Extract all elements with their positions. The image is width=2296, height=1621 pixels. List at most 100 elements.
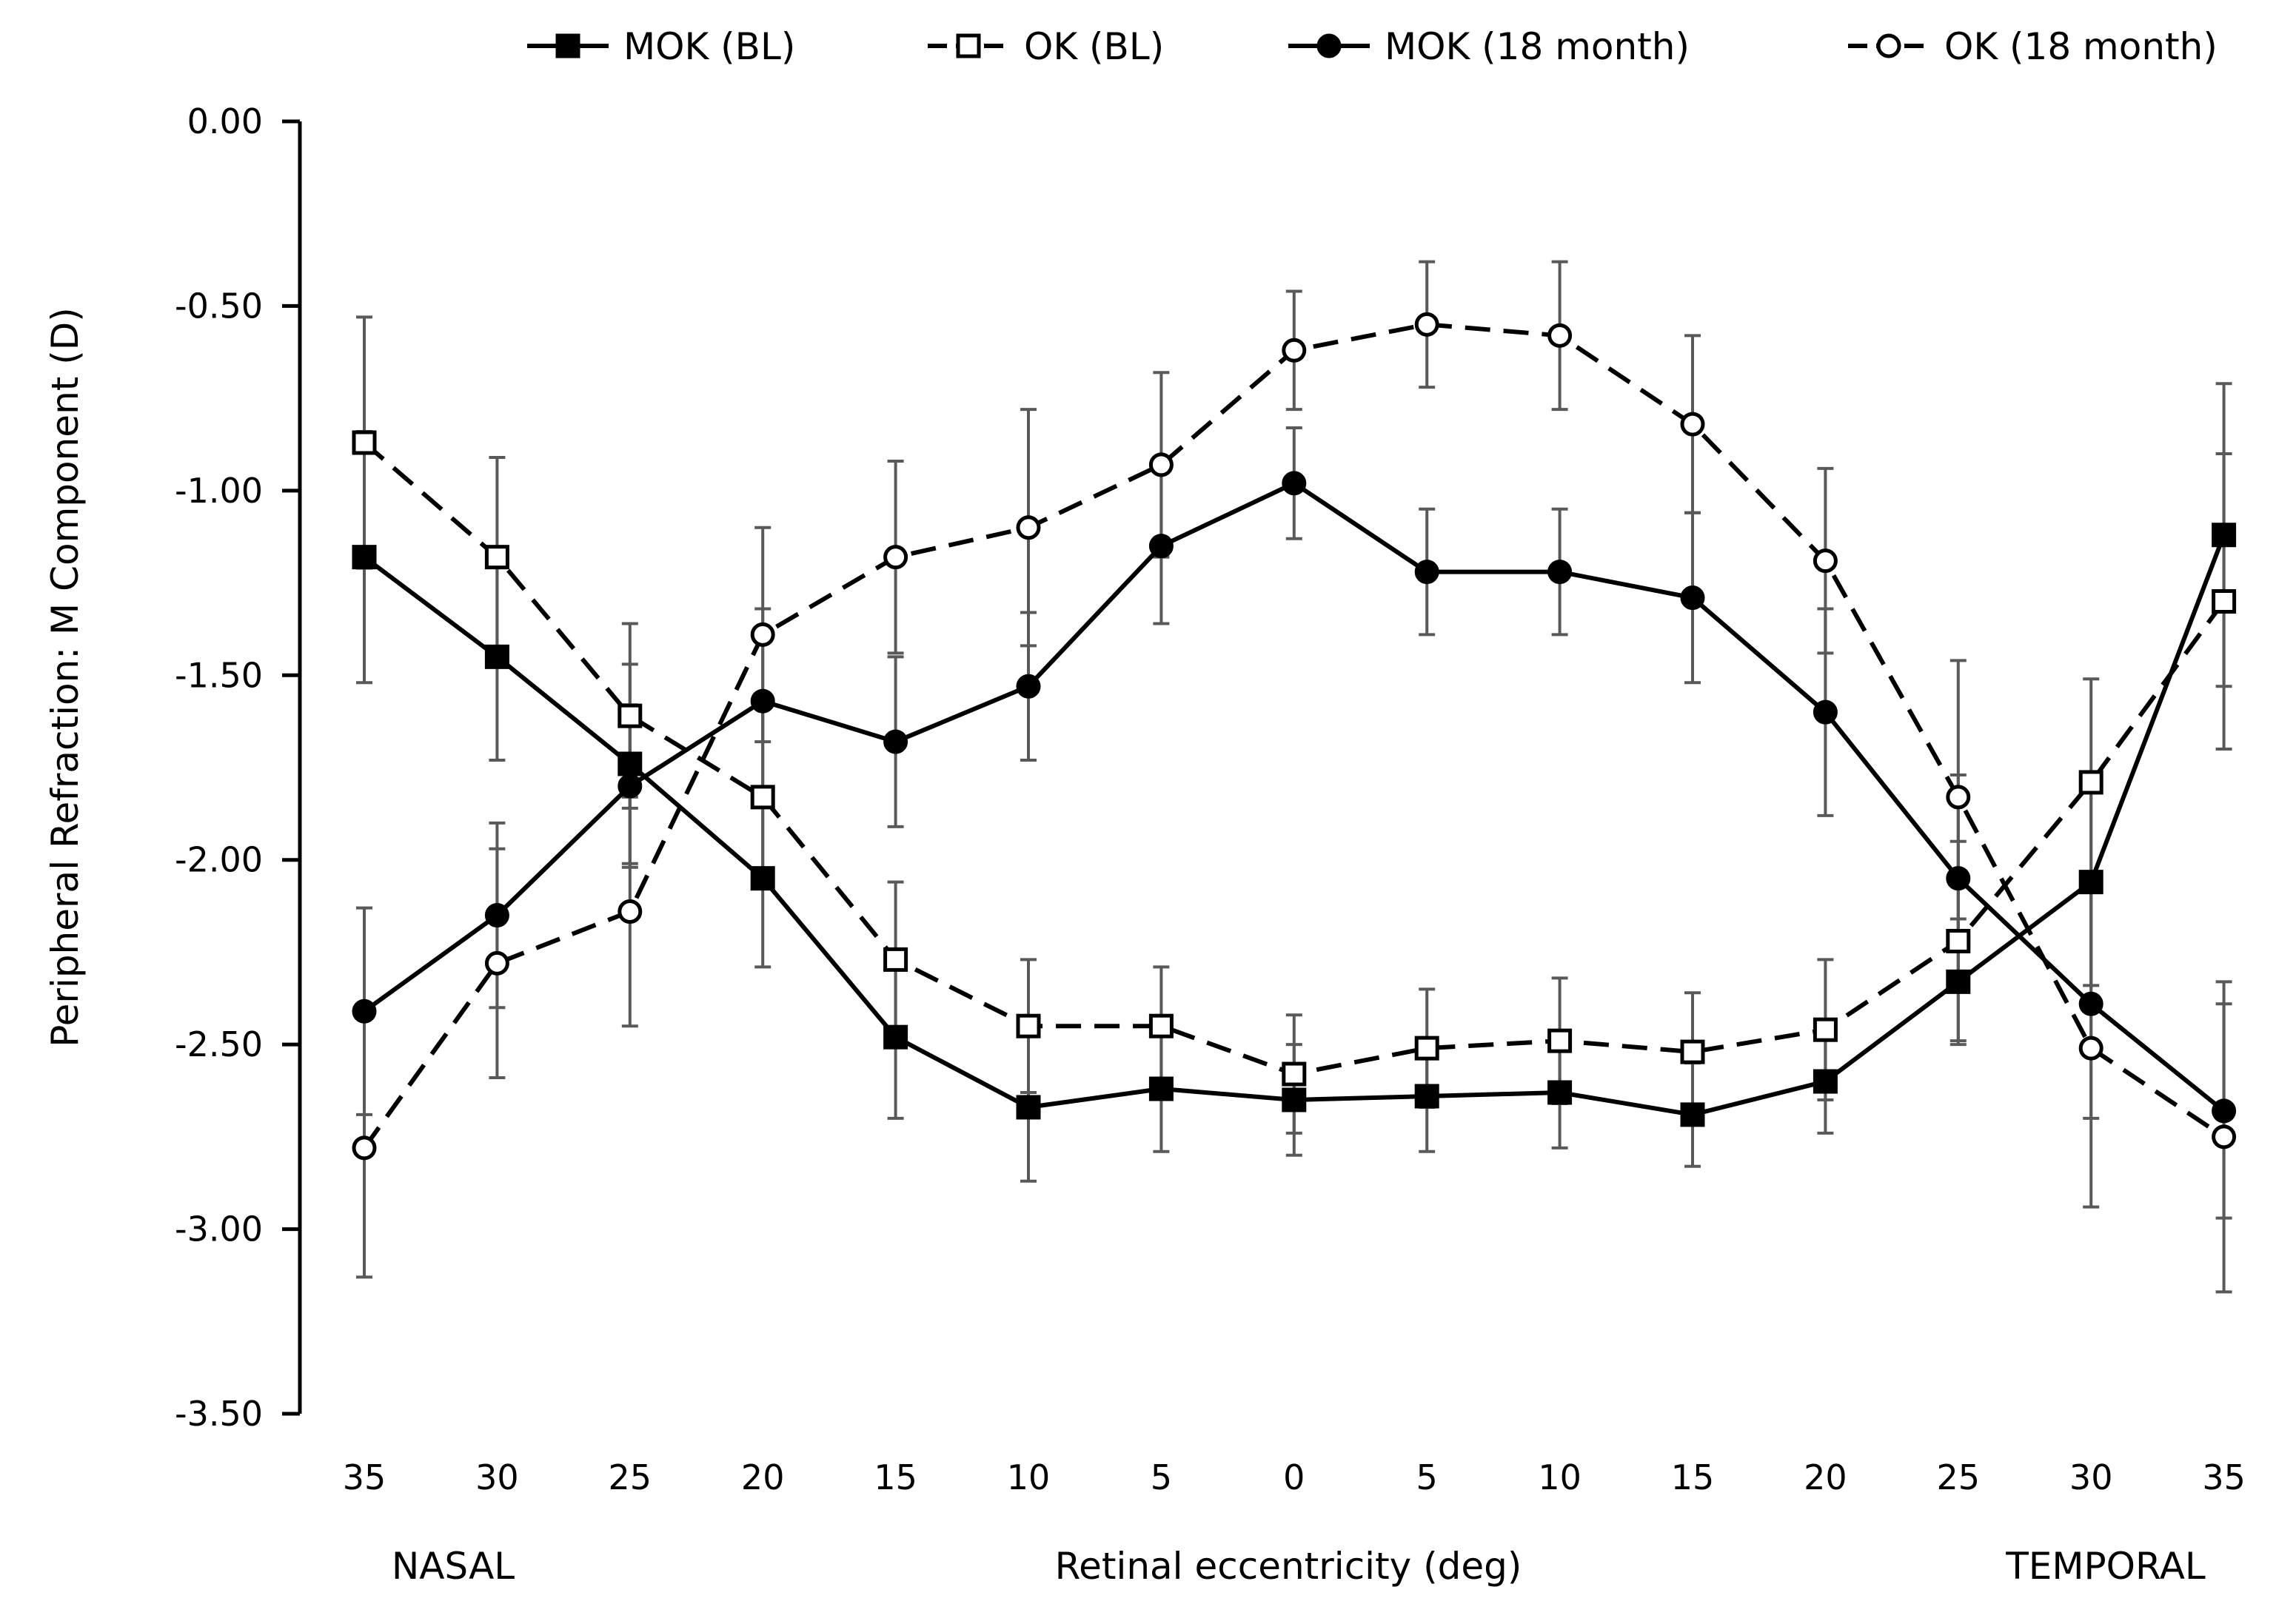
y-tick-label: -2.00	[175, 840, 263, 880]
x-axis-title: Retinal eccentricity (deg)	[1055, 1545, 1522, 1588]
x-tick-label: 20	[1804, 1457, 1847, 1497]
y-tick-label: -1.50	[175, 655, 263, 695]
legend-label: MOK (18 month)	[1385, 25, 1690, 68]
data-point	[1414, 1084, 1439, 1109]
data-point	[1813, 1069, 1838, 1094]
data-point	[1016, 1095, 1041, 1120]
nasal-label: NASAL	[392, 1545, 515, 1588]
data-point	[750, 622, 775, 647]
data-point	[484, 950, 509, 976]
data-point	[1016, 674, 1041, 699]
data-point	[1316, 33, 1342, 58]
x-tick-label: 5	[1416, 1457, 1438, 1497]
data-point	[2212, 589, 2237, 614]
x-ticks: 35 30 25 20 15 10 5 0 5 10 15 20 25 30 35	[343, 1457, 2246, 1497]
data-point	[1680, 1039, 1705, 1064]
data-point	[1680, 1102, 1705, 1127]
data-point	[484, 545, 509, 570]
data-point	[1148, 452, 1174, 477]
data-point	[1282, 1087, 1307, 1112]
data-point	[1148, 534, 1174, 559]
y-tick-label: -1.00	[175, 471, 263, 511]
data-point	[484, 644, 509, 669]
data-point	[617, 773, 643, 799]
legend-item: OK (BL)	[928, 25, 1164, 68]
data-point	[1148, 1013, 1174, 1038]
data-point	[2078, 1036, 2103, 1061]
x-tick-label: 30	[2069, 1457, 2113, 1497]
data-point	[1946, 785, 1971, 810]
x-tick-label: 30	[475, 1457, 519, 1497]
data-point	[883, 729, 908, 754]
data-point	[1680, 585, 1705, 611]
x-tick-label: 10	[1538, 1457, 1582, 1497]
data-point	[1282, 471, 1307, 496]
x-tick-label: 20	[741, 1457, 785, 1497]
data-point	[352, 430, 377, 455]
data-point	[2212, 1098, 2237, 1124]
data-point	[1813, 1017, 1838, 1042]
data-point	[1547, 323, 1573, 348]
data-point	[1876, 33, 1901, 58]
legend-label: OK (BL)	[1024, 25, 1164, 68]
x-tick-label: 15	[1671, 1457, 1715, 1497]
legend-item: MOK (18 month)	[1288, 25, 1690, 68]
legend-label: OK (18 month)	[1944, 25, 2218, 68]
data-point	[1414, 1036, 1439, 1061]
data-point	[352, 1135, 377, 1161]
data-point	[1414, 560, 1439, 585]
x-tick-label: 35	[343, 1457, 386, 1497]
data-point	[750, 688, 775, 714]
y-tick-label: 0.00	[187, 101, 263, 141]
data-point	[883, 1024, 908, 1050]
y-ticks: 0.00 -0.50 -1.00 -1.50 -2.00 -2.50 -3.00 -3.50	[175, 101, 300, 1434]
data-point	[883, 545, 908, 570]
data-point	[2212, 523, 2237, 548]
data-point	[2078, 991, 2103, 1016]
data-point	[1946, 928, 1971, 953]
data-point	[617, 899, 643, 924]
data-point	[617, 703, 643, 728]
data-point	[1016, 515, 1041, 540]
legend-item: MOK (BL)	[527, 25, 795, 68]
data-point	[1148, 1076, 1174, 1101]
data-point	[1282, 338, 1307, 363]
data-point	[1016, 1013, 1041, 1038]
data-point	[2078, 770, 2103, 795]
x-tick-label: 35	[2202, 1457, 2246, 1497]
data-point	[1680, 412, 1705, 437]
legend-label: MOK (BL)	[623, 25, 795, 68]
data-point	[352, 999, 377, 1024]
data-point	[2212, 1124, 2237, 1150]
data-point	[1282, 1061, 1307, 1087]
data-point	[1946, 866, 1971, 891]
data-point	[883, 947, 908, 972]
data-point	[617, 751, 643, 776]
y-tick-label: -2.50	[175, 1024, 263, 1064]
data-point	[1414, 312, 1439, 337]
data-point	[555, 33, 580, 58]
data-point	[1547, 560, 1573, 585]
markers	[352, 312, 2237, 1161]
y-axis-title: Peripheral Refraction: M Component (D)	[44, 307, 87, 1047]
y-tick-label: -0.50	[175, 286, 263, 326]
data-point	[1813, 548, 1838, 574]
data-point	[484, 903, 509, 928]
data-point	[1547, 1080, 1573, 1105]
x-tick-label: 5	[1151, 1457, 1172, 1497]
data-point	[750, 785, 775, 810]
legend-item: OK (18 month)	[1848, 25, 2218, 68]
x-tick-label: 25	[609, 1457, 652, 1497]
data-point	[2078, 870, 2103, 895]
legend: MOK (BL) OK (BL) MOK (18 month) OK (18 mont…	[527, 25, 2218, 68]
x-tick-label: 15	[874, 1457, 917, 1497]
x-tick-label: 0	[1283, 1457, 1305, 1497]
temporal-label: TEMPORAL	[2005, 1545, 2206, 1588]
x-tick-label: 25	[1937, 1457, 1981, 1497]
data-point	[956, 33, 981, 58]
data-point	[352, 545, 377, 570]
data-point	[1547, 1028, 1573, 1053]
data-point	[750, 866, 775, 891]
x-tick-label: 10	[1007, 1457, 1051, 1497]
